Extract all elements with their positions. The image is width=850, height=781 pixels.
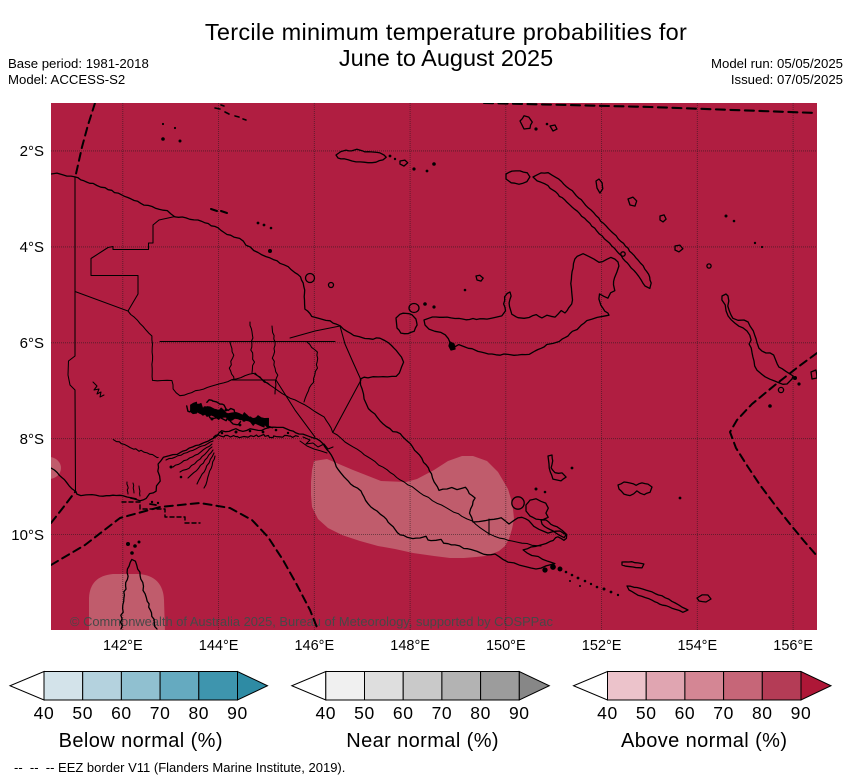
svg-text:40: 40 — [34, 703, 55, 723]
svg-text:156°E: 156°E — [773, 638, 813, 654]
svg-text:8°S: 8°S — [20, 431, 44, 448]
svg-text:Issued: 07/05/2025: Issued: 07/05/2025 — [731, 72, 843, 87]
svg-text:Below normal (%): Below normal (%) — [59, 730, 223, 752]
svg-text:150°E: 150°E — [486, 638, 526, 654]
svg-text:10°S: 10°S — [11, 527, 44, 544]
svg-text:152°E: 152°E — [582, 638, 622, 654]
svg-text:60: 60 — [111, 703, 132, 723]
svg-text:2°S: 2°S — [20, 143, 44, 160]
svg-text:144°E: 144°E — [199, 638, 239, 654]
svg-text:90: 90 — [509, 703, 530, 723]
svg-text:146°E: 146°E — [294, 638, 334, 654]
svg-text:70: 70 — [432, 703, 453, 723]
svg-text:154°E: 154°E — [677, 638, 717, 654]
svg-text:40: 40 — [597, 703, 618, 723]
svg-text:70: 70 — [713, 703, 734, 723]
svg-text:80: 80 — [188, 703, 209, 723]
svg-text:Model run: 05/05/2025: Model run: 05/05/2025 — [711, 56, 843, 71]
svg-text:6°S: 6°S — [20, 335, 44, 352]
svg-text:Model: ACCESS-S2: Model: ACCESS-S2 — [8, 72, 125, 87]
svg-text:Above normal (%): Above normal (%) — [621, 730, 787, 752]
svg-text:70: 70 — [150, 703, 171, 723]
svg-text:4°S: 4°S — [20, 239, 44, 256]
svg-text:40: 40 — [315, 703, 336, 723]
svg-text:-- -- -- EEZ border V11 (Fla: -- -- -- EEZ border V11 (Flanders Marine… — [14, 760, 345, 775]
svg-text:Tercile minimum temperature pr: Tercile minimum temperature probabilitie… — [205, 19, 687, 45]
svg-text:50: 50 — [636, 703, 657, 723]
svg-text:50: 50 — [354, 703, 375, 723]
svg-text:50: 50 — [72, 703, 93, 723]
svg-text:148°E: 148°E — [390, 638, 430, 654]
svg-text:© Commonwealth of Australia 20: © Commonwealth of Australia 2025, Bureau… — [70, 614, 553, 629]
svg-text:60: 60 — [393, 703, 414, 723]
svg-text:142°E: 142°E — [103, 638, 143, 654]
svg-text:June to August 2025: June to August 2025 — [339, 45, 553, 71]
svg-text:90: 90 — [791, 703, 812, 723]
svg-text:80: 80 — [470, 703, 491, 723]
svg-text:80: 80 — [752, 703, 773, 723]
svg-text:90: 90 — [227, 703, 248, 723]
svg-text:Base period: 1981-2018: Base period: 1981-2018 — [8, 56, 149, 71]
svg-text:Near normal (%): Near normal (%) — [346, 730, 499, 752]
svg-text:60: 60 — [675, 703, 696, 723]
